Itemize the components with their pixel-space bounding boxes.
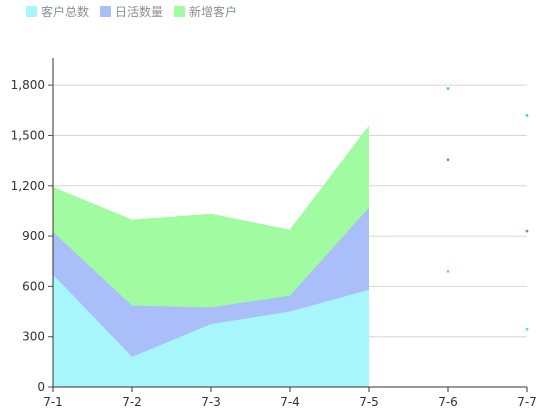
legend-item-1[interactable]: 日活数量 — [100, 3, 163, 20]
x-tick-label-0: 7-1 — [43, 395, 63, 409]
legend-item-2[interactable]: 新增客户 — [174, 3, 237, 20]
y-tick-label-2: 600 — [22, 279, 45, 293]
y-tick-label-3: 900 — [22, 229, 45, 243]
point-series-2-5 — [446, 87, 450, 90]
x-tick-label-5: 7-6 — [438, 395, 458, 409]
area-series-2 — [53, 126, 369, 308]
y-tick-label-1: 300 — [22, 330, 45, 344]
x-tick-label-4: 7-5 — [359, 395, 379, 409]
x-tick-label-3: 7-4 — [280, 395, 300, 409]
area-series-1 — [53, 207, 369, 357]
legend-swatch-0 — [26, 6, 37, 17]
x-tick-label-1: 7-2 — [122, 395, 142, 409]
area-layers — [52, 125, 370, 387]
legend: 客户总数 日活数量 新增客户 — [26, 3, 248, 20]
area-edge-series-2 — [52, 125, 370, 231]
y-tick-label-4: 1,200 — [11, 179, 45, 193]
y-tick-label-0: 0 — [37, 380, 45, 394]
legend-swatch-2 — [174, 6, 186, 17]
point-series-0-6 — [525, 327, 529, 331]
data-points — [446, 87, 529, 331]
y-tick-label-6: 1,800 — [11, 78, 45, 92]
point-series-2-6 — [525, 113, 529, 117]
x-tick-label-6: 7-7 — [517, 395, 537, 409]
point-series-1-6 — [525, 229, 529, 233]
point-series-0-5 — [446, 269, 450, 273]
legend-label-0: 客户总数 — [41, 5, 90, 19]
legend-label-1: 日活数量 — [115, 5, 164, 19]
y-tick-label-5: 1,500 — [11, 128, 45, 142]
x-tick-label-2: 7-3 — [201, 395, 221, 409]
y-axis: 0 300 600 900 1,200 1,500 1,800 — [11, 58, 54, 394]
area-series-0 — [53, 274, 369, 387]
point-series-1-5 — [446, 158, 450, 162]
legend-label-2: 新增客户 — [189, 5, 238, 19]
legend-item-0[interactable]: 客户总数 — [26, 3, 89, 20]
x-axis: 7-1 7-2 7-3 7-4 7-5 7-6 7-7 — [43, 386, 537, 409]
legend-swatch-1 — [100, 6, 112, 17]
